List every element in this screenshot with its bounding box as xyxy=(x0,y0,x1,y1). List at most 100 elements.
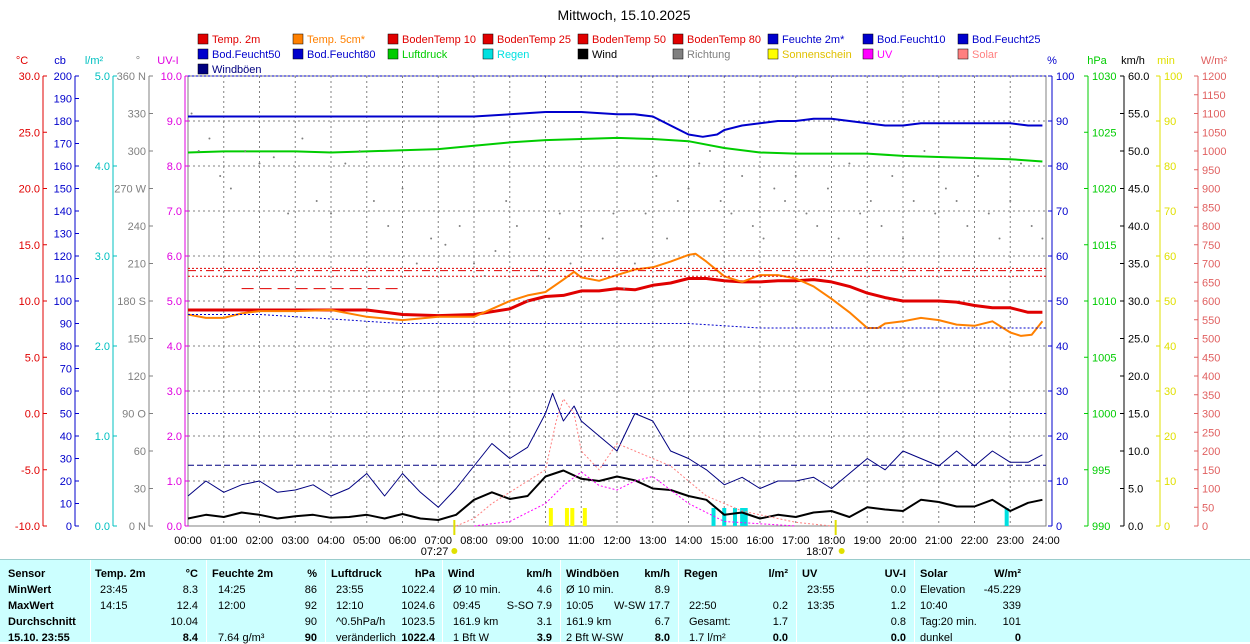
bar-regen xyxy=(722,508,727,526)
stats-cell-solar-info: 10:40 xyxy=(920,600,948,612)
series-uv xyxy=(473,471,796,527)
solar-axis: 1200115011001050100095090085080075070065… xyxy=(1194,71,1226,533)
axis-tick-label: 8.0 xyxy=(167,161,182,173)
axis-tick-label: 4.0 xyxy=(167,341,182,353)
legend-label: Temp. 5cm* xyxy=(307,34,366,46)
axis-tick-label: 190 xyxy=(54,94,72,106)
legend-label: Regen xyxy=(497,49,529,61)
direction-point xyxy=(880,225,883,227)
series-feuchte-2m- xyxy=(188,111,1043,138)
x-tick-label: 14:00 xyxy=(675,535,703,547)
bar-regen xyxy=(740,508,745,526)
axis-tick-label: 7.0 xyxy=(167,206,182,218)
axis-tick-label: 1030 xyxy=(1092,71,1116,83)
series-windb-en xyxy=(187,392,1043,508)
direction-point xyxy=(548,237,551,240)
direction-point xyxy=(505,200,508,202)
direction-point xyxy=(966,225,969,227)
stats-row-label: MaxWert xyxy=(8,600,54,612)
stats-cell-temp-value: 12.4 xyxy=(176,600,198,612)
direction-point xyxy=(912,200,915,202)
legend-item: Bod.Feucht25 xyxy=(957,33,1041,46)
stats-cell-gust-value: W-SW 17.7 xyxy=(613,600,670,612)
direction-point xyxy=(372,200,375,202)
stats-row-label: 15.10. 23:55 xyxy=(8,632,70,644)
stats-cell-solar-value: 101 xyxy=(1002,616,1021,628)
stats-cell-rain-value: 0.2 xyxy=(772,600,788,612)
x-tick-label: 00:00 xyxy=(174,535,202,547)
axis-tick-label: 5.0 xyxy=(95,71,110,83)
legend-item: Solar xyxy=(957,48,998,61)
stats-cell-hum-info: 7.64 g/m³ xyxy=(218,632,265,644)
axis-tick-label: 30 xyxy=(134,484,146,496)
bar-marks xyxy=(548,508,1009,526)
axis-tick-label: 70 xyxy=(1056,206,1068,218)
legend-item: Bod.Feucht10 xyxy=(862,33,946,46)
bar-sonnenschein xyxy=(570,508,575,526)
axis-tick-label: 10.0 xyxy=(1128,446,1149,458)
series-temp-5cm- xyxy=(187,252,1044,337)
legend-swatch xyxy=(292,48,304,60)
direction-point xyxy=(208,137,211,140)
legend-label: Bod.Feucht25 xyxy=(972,34,1041,46)
axis-tick-label: 150 xyxy=(128,334,146,346)
sunrise-icon xyxy=(451,548,458,554)
direction-point xyxy=(923,150,926,152)
direction-point xyxy=(859,212,862,215)
legend-swatch xyxy=(577,48,589,60)
axis-tick-label: 1015 xyxy=(1092,240,1116,252)
axis-tick-label: 60.0 xyxy=(1128,71,1149,83)
axis-tick-label: 450 xyxy=(1202,352,1220,364)
axis-tick-label: 180 S xyxy=(117,296,146,308)
stats-cell-gust-info: 2 Bft W-SW xyxy=(566,632,624,644)
direction-point xyxy=(644,212,647,215)
axis-tick-label: 1200 xyxy=(1202,71,1226,83)
axis-tick-label: 2.0 xyxy=(167,431,182,443)
axis-tick-label: 60 xyxy=(134,446,146,458)
axis-tick-label: 200 xyxy=(54,71,72,83)
axis-tick-label: 40 xyxy=(1164,341,1176,353)
direction-point xyxy=(944,187,947,190)
legend-label: UV xyxy=(877,49,893,61)
legend-swatch xyxy=(482,33,494,45)
legend-item: Feuchte 2m* xyxy=(767,33,845,46)
stats-cell-gust-info: 10:05 xyxy=(566,600,594,612)
solar-unit-label: W/m² xyxy=(1201,55,1228,67)
grid xyxy=(187,75,1047,527)
axis-tick-label: 30 xyxy=(1056,386,1068,398)
legend-label: Bod.Feucht10 xyxy=(877,34,946,46)
stats-cell-uv-value: 0.8 xyxy=(890,616,906,628)
stats-cell-gust-info: Ø 10 min. xyxy=(566,584,614,596)
axis-tick-label: 990 xyxy=(1092,521,1110,533)
axis-tick-label: 1020 xyxy=(1092,184,1116,196)
direction-point xyxy=(848,162,851,165)
legend-label: Richtung xyxy=(687,49,730,61)
x-tick-label: 01:00 xyxy=(210,535,238,547)
axis-tick-label: 55.0 xyxy=(1128,109,1149,121)
axis-tick-label: 15.0 xyxy=(1128,409,1149,421)
stats-cell-uv-value: 0.0 xyxy=(890,584,906,596)
direction-point xyxy=(315,200,318,202)
axis-tick-label: 1000 xyxy=(1202,146,1226,158)
direction-point xyxy=(741,175,744,177)
legend-item: BodenTemp 50 xyxy=(577,33,666,46)
stats-cell-solar-value: 339 xyxy=(1002,600,1021,612)
axis-tick-label: 60 xyxy=(60,386,72,398)
axis-tick-label: 995 xyxy=(1092,465,1110,477)
stats-cell-wind-info: 161.9 km xyxy=(453,616,499,628)
legend-item: Temp. 5cm* xyxy=(292,33,366,46)
axis-tick-label: 950 xyxy=(1202,165,1220,177)
axis-tick-label: 0 xyxy=(1202,521,1208,533)
stats-cell-press-info: 23:55 xyxy=(336,584,364,596)
stats-row-label: MinWert xyxy=(8,584,52,596)
bar-sonnenschein xyxy=(582,508,587,526)
axis-unit-labels: °C cb l/m² ° UV-I% hPa km/h min W/m² xyxy=(16,55,1228,67)
x-tick-label: 21:00 xyxy=(925,535,953,547)
legend-swatch xyxy=(767,33,779,45)
axis-tick-label: 60 xyxy=(1056,251,1068,263)
wind-unit-label: km/h xyxy=(1121,55,1145,67)
direction-point xyxy=(826,187,829,190)
axis-tick-label: 330 xyxy=(128,109,146,121)
direction-point xyxy=(258,162,261,165)
